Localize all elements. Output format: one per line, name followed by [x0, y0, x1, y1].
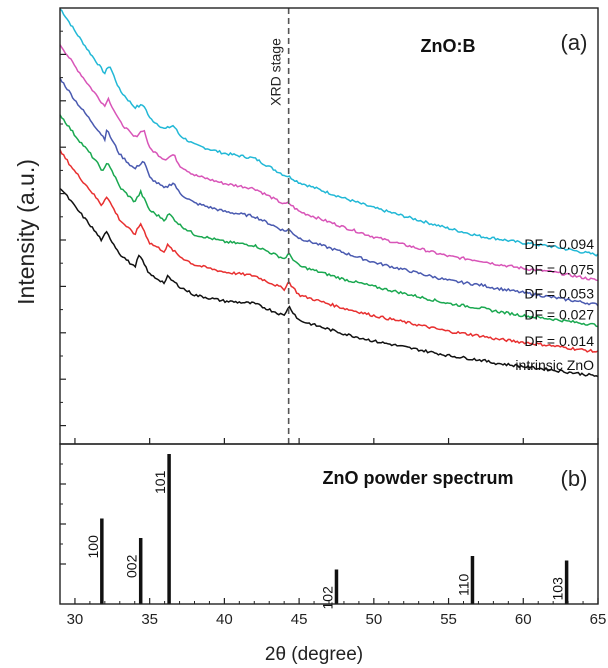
- panel-b-title: ZnO powder spectrum: [322, 468, 513, 488]
- panel-a-y-ticks: [60, 30, 66, 427]
- x-tick-label-45: 45: [291, 611, 308, 628]
- x-tick-label-35: 35: [141, 611, 158, 628]
- x-tick-label-65: 65: [590, 611, 607, 628]
- x-tick-label-55: 55: [440, 611, 457, 628]
- series-line-df-0-027: [59, 114, 599, 328]
- peak-label-002: 002: [124, 554, 140, 578]
- series-line-intrinsic-zno: [59, 187, 599, 378]
- x-axis-label: 2θ (degree): [265, 644, 363, 665]
- series-label-df-0-094: DF = 0.094: [524, 236, 594, 252]
- series-line-df-0-014: [59, 149, 599, 353]
- series-line-df-0-075: [59, 44, 599, 282]
- panel-a: XRD stage DF = 0.094 DF = 0.075 DF = 0.053…: [59, 7, 599, 445]
- series-label-df-0-014: DF = 0.014: [524, 333, 594, 349]
- panel-a-title: ZnO:B: [421, 36, 476, 56]
- panel-b-label: (b): [561, 466, 588, 491]
- panel-a-label: (a): [561, 30, 588, 55]
- peak-label-101: 101: [152, 470, 168, 494]
- panel-a-series-labels: DF = 0.094 DF = 0.075 DF = 0.053 DF = 0.027…: [515, 236, 594, 373]
- x-axis-ticks: 30 35 40 45 50 55 60 65: [59, 438, 607, 628]
- series-label-intrinsic-zno: intrinsic ZnO: [515, 357, 594, 373]
- panel-b-peaks: 100 002 101 102 110 103: [85, 454, 569, 610]
- panel-a-frame: [59, 7, 599, 445]
- series-label-df-0-027: DF = 0.027: [524, 306, 594, 322]
- peak-label-110: 110: [455, 573, 471, 596]
- series-label-df-0-075: DF = 0.075: [524, 262, 594, 278]
- series-label-df-0-053: DF = 0.053: [524, 286, 594, 302]
- xrd-stage-label: XRD stage: [268, 38, 284, 106]
- series-line-df-0-094: [59, 8, 599, 257]
- panel-b: 100 002 101 102 110 103 ZnO powder spectrum (…: [59, 438, 607, 628]
- peak-label-103: 103: [550, 577, 566, 601]
- y-axis-label: Intensity (a.u.): [13, 159, 39, 305]
- panel-b-ticks: [60, 463, 66, 565]
- x-tick-label-60: 60: [515, 611, 532, 628]
- panel-a-curves: [59, 8, 599, 378]
- x-tick-label-50: 50: [365, 611, 382, 628]
- x-tick-label-40: 40: [216, 611, 233, 628]
- x-tick-label-30: 30: [67, 611, 84, 628]
- peak-label-100: 100: [85, 535, 101, 559]
- series-line-df-0-053: [59, 77, 599, 307]
- peak-label-102: 102: [319, 586, 335, 610]
